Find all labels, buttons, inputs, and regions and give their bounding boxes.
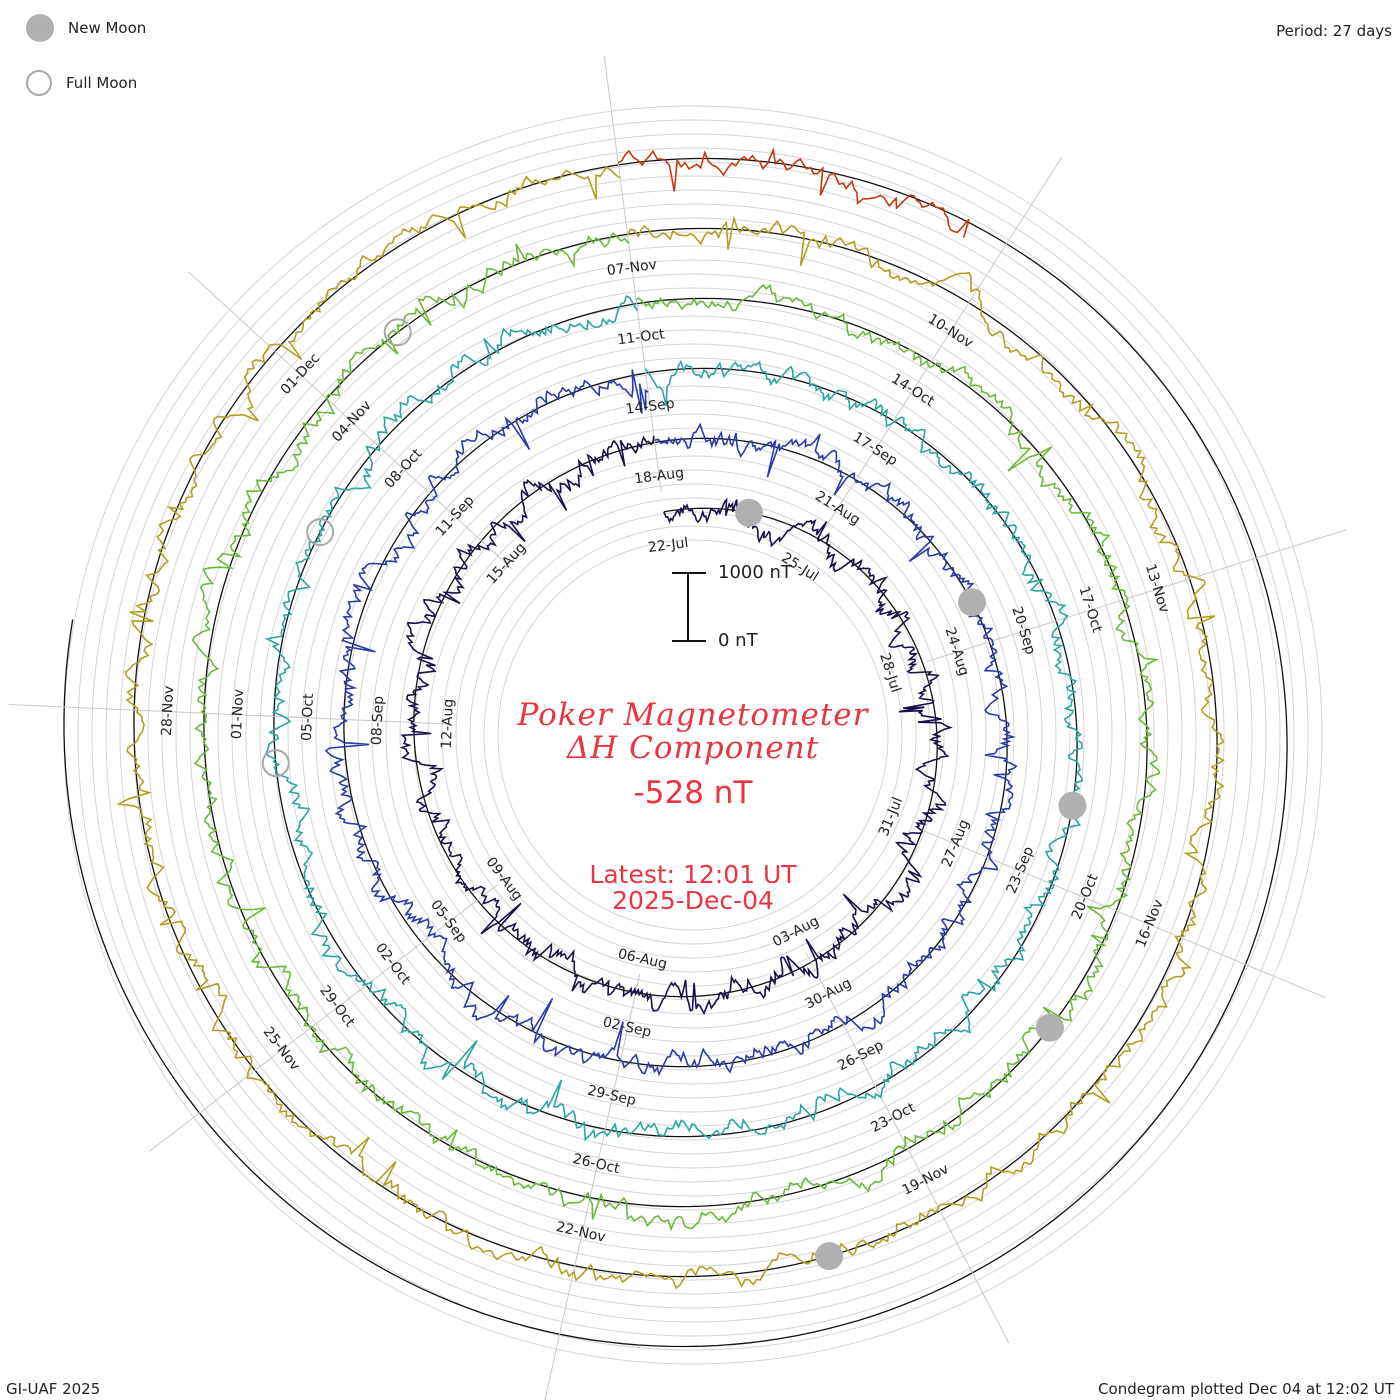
new-moon-label: New Moon	[68, 19, 147, 37]
date-label: 14-Oct	[888, 371, 937, 410]
date-label: 25-Nov	[260, 1024, 303, 1074]
date-spoke	[926, 529, 1347, 663]
period-label: Period: 27 days	[1276, 22, 1392, 40]
date-label: 08-Sep	[369, 695, 387, 745]
grid-circle	[245, 287, 1141, 1183]
full-moon-marker	[383, 318, 412, 347]
date-label: 13-Nov	[1142, 562, 1172, 615]
grid-circle	[483, 525, 903, 945]
date-label: 17-Oct	[1075, 584, 1105, 635]
date-spoke	[148, 883, 499, 1152]
new-moon-marker	[1058, 791, 1087, 820]
date-label: 03-Aug	[770, 913, 822, 950]
grid-circle	[231, 273, 1155, 1197]
date-spoke	[919, 828, 1326, 999]
trace-turn-3	[264, 295, 1083, 1142]
new-moon-marker	[1035, 1013, 1064, 1042]
full-moon-marker	[261, 749, 290, 778]
date-label: 05-Oct	[299, 693, 317, 742]
scale-top-label: 1000 nT	[718, 562, 792, 583]
date-label: 20-Sep	[1008, 605, 1038, 657]
plotted-label: Condegram plotted Dec 04 at 12:02 UT	[1098, 1380, 1394, 1398]
grid-circle	[441, 483, 945, 987]
latest-date: 2025-Dec-04	[612, 886, 774, 915]
trace-turn-1	[399, 435, 953, 1016]
date-label: 06-Aug	[616, 946, 668, 973]
grid-circle	[189, 231, 1197, 1239]
trace-turn-5	[116, 165, 1225, 1290]
new-moon-marker	[735, 498, 764, 527]
trace-turn-2	[324, 369, 1018, 1077]
chart-title: Poker Magnetometer	[517, 697, 869, 733]
grid-circle	[77, 119, 1309, 1351]
trace-turn-4	[191, 231, 1161, 1232]
new-moon-icon	[26, 14, 54, 42]
date-spoke	[8, 704, 449, 725]
date-label: 18-Aug	[633, 465, 685, 487]
grid-circle	[399, 441, 987, 1029]
date-label: 02-Sep	[601, 1014, 653, 1040]
date-label: 30-Aug	[803, 975, 855, 1012]
current-value: -528 nT	[633, 775, 753, 811]
new-moon-marker	[958, 588, 987, 617]
grid-circle	[315, 357, 1071, 1113]
date-label: 01-Nov	[229, 689, 247, 740]
legend-new-moon: New Moon	[26, 14, 146, 42]
grid-circle	[497, 539, 889, 931]
date-label: 22-Jul	[647, 535, 689, 556]
grid-circle	[161, 203, 1225, 1267]
grid-circle	[371, 413, 1015, 1057]
date-label: 14-Sep	[625, 396, 676, 418]
grid-circle	[385, 427, 1001, 1043]
date-label: 29-Sep	[586, 1083, 638, 1109]
date-label: 28-Nov	[159, 685, 177, 736]
grid-circle	[357, 399, 1029, 1071]
scale-bottom-label: 0 nT	[718, 630, 758, 651]
grid-circle	[217, 259, 1169, 1211]
grid-circle	[105, 147, 1281, 1323]
grid-circle	[147, 189, 1239, 1281]
date-label: 02-Oct	[372, 940, 414, 988]
grid-circle	[175, 217, 1211, 1253]
date-label: 26-Oct	[571, 1151, 621, 1177]
magnetometer-traces	[116, 147, 1225, 1290]
date-label: 28-Jul	[876, 651, 903, 694]
date-label: 12-Aug	[439, 698, 457, 749]
date-spoke	[188, 271, 513, 570]
full-moon-icon	[26, 70, 52, 96]
date-label: 29-Oct	[316, 983, 358, 1031]
scale-bar	[672, 572, 706, 642]
legend-full-moon: Full Moon	[26, 70, 137, 96]
date-label: 19-Nov	[900, 1161, 952, 1198]
date-label: 22-Nov	[555, 1219, 607, 1246]
full-moon-marker	[306, 518, 335, 547]
date-spoke	[805, 952, 1010, 1344]
date-spoke	[544, 974, 641, 1400]
date-label: 11-Oct	[616, 326, 666, 348]
moon-markers	[261, 318, 1087, 1271]
grid-circle	[455, 497, 931, 973]
grid-circle	[301, 343, 1085, 1127]
latest-time: Latest: 12:01 UT	[589, 860, 797, 889]
full-moon-label: Full Moon	[66, 74, 138, 92]
date-spoke	[824, 157, 1062, 529]
date-label: 07-Nov	[606, 257, 658, 279]
date-spokes	[8, 55, 1347, 1400]
grid-circle	[119, 161, 1267, 1309]
component-label: ΔH Component	[566, 730, 820, 766]
date-label: 26-Sep	[835, 1037, 886, 1074]
grid-circles	[63, 105, 1323, 1365]
credit-label: GI-UAF 2025	[6, 1380, 101, 1398]
grid-circle	[287, 329, 1099, 1141]
date-label: 23-Oct	[868, 1100, 918, 1136]
date-spoke	[603, 55, 662, 493]
grid-circle	[91, 133, 1295, 1337]
trace-turn-6	[617, 147, 970, 238]
new-moon-marker	[815, 1242, 844, 1271]
